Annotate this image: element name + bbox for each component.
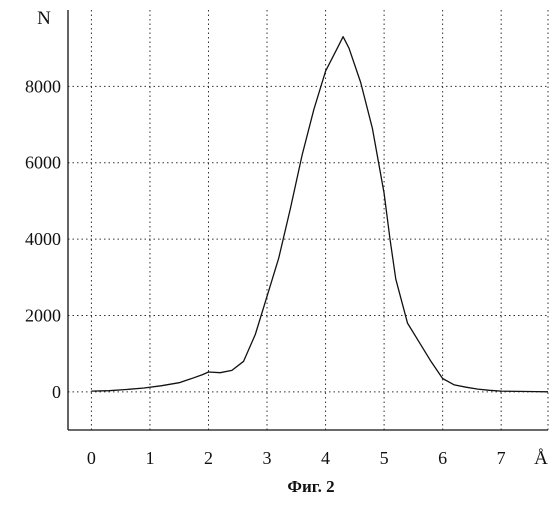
x-axis-title: Å	[534, 448, 548, 469]
y-tick-label: 0	[52, 382, 61, 402]
figure-caption: Фиг. 2	[287, 477, 334, 496]
x-tick-label: 1	[145, 448, 154, 468]
y-tick-label: 4000	[25, 229, 61, 249]
x-tick-label: 3	[263, 448, 272, 468]
tick-labels: 0 1 2 3 4 5 6 7 0 2000 4000 6000 8000	[25, 76, 506, 468]
grid	[68, 10, 548, 430]
x-tick-label: 6	[438, 448, 447, 468]
x-tick-label: 7	[497, 448, 506, 468]
x-tick-label: 2	[204, 448, 213, 468]
y-tick-label: 6000	[25, 153, 61, 173]
x-tick-label: 5	[380, 448, 389, 468]
x-tick-label: 0	[87, 448, 96, 468]
y-axis-title: N	[37, 8, 51, 29]
series-line	[91, 37, 548, 392]
y-tick-label: 2000	[25, 305, 61, 325]
series	[91, 37, 548, 392]
axes: N Å	[37, 8, 548, 469]
y-tick-label: 8000	[25, 76, 61, 96]
x-tick-label: 4	[321, 448, 330, 468]
